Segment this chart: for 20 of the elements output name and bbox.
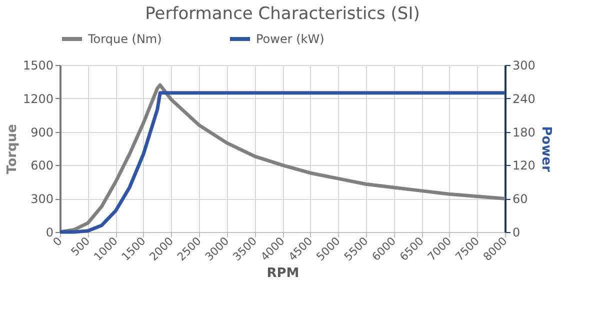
y-axis-title: Torque (4, 124, 20, 174)
y2-tick-label: 180 (512, 125, 536, 140)
legend-label: Torque (Nm) (87, 32, 162, 46)
y-tick-label: 1200 (22, 92, 54, 106)
y2-axis-title: Power (538, 126, 554, 172)
y2-tick-label: 120 (512, 158, 536, 173)
y-tick-label: 1500 (22, 58, 54, 72)
x-tick-label: 500 (68, 234, 93, 259)
chart-title: Performance Characteristics (SI) (145, 4, 420, 24)
y-tick-label: 0 (46, 226, 54, 240)
y2-tick-label: 0 (512, 226, 520, 240)
y2-tick-label: 240 (512, 92, 536, 106)
y-tick-label: 600 (30, 158, 54, 173)
legend-label: Power (kW) (256, 32, 324, 46)
y-tick-label: 300 (30, 192, 54, 206)
y2-tick-label: 60 (512, 192, 528, 206)
y2-tick-label: 300 (512, 58, 536, 72)
x-axis-title: RPM (266, 266, 300, 281)
y-tick-label: 900 (30, 125, 54, 140)
x-tick-label: 0 (50, 234, 65, 249)
